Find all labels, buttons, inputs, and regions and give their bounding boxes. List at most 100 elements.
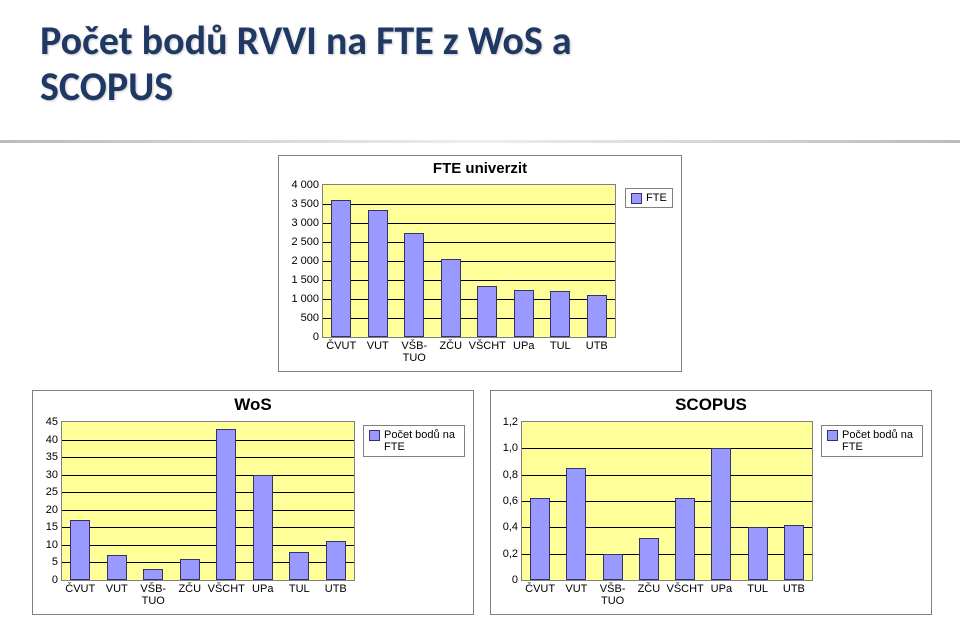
bar — [514, 290, 534, 338]
bar — [784, 525, 804, 580]
y-tick-label: 0,6 — [503, 495, 522, 507]
x-tick-label: UTB — [783, 580, 805, 595]
legend-swatch — [827, 430, 838, 441]
bar — [368, 210, 388, 337]
x-tick-label: VŠB-TUO — [401, 337, 427, 364]
y-tick-label: 0,2 — [503, 548, 522, 560]
x-tick-label: UTB — [325, 580, 347, 595]
x-tick-label: UTB — [586, 337, 608, 352]
y-tick-label: 40 — [46, 434, 62, 446]
y-tick-label: 2 000 — [291, 255, 323, 267]
y-tick-label: 4 000 — [291, 179, 323, 191]
y-tick-label: 500 — [301, 312, 323, 324]
x-tick-label: VŠCHT — [469, 337, 506, 352]
x-tick-label: ČVUT — [65, 580, 95, 595]
plot-area: 00,20,40,60,81,01,2ČVUTVUTVŠB-TUOZČUVŠCH… — [521, 421, 813, 581]
chart-title: FTE univerzit — [279, 156, 681, 177]
x-tick-label: UPa — [252, 580, 273, 595]
y-tick-label: 35 — [46, 451, 62, 463]
x-tick-label: VŠCHT — [666, 580, 703, 595]
y-tick-label: 3 000 — [291, 217, 323, 229]
x-tick-label: ZČU — [178, 580, 201, 595]
y-tick-label: 0 — [52, 574, 62, 586]
wos-chart: WoS 051015202530354045ČVUTVUTVŠB-TUOZČUV… — [32, 390, 474, 615]
bar — [603, 554, 623, 580]
y-tick-label: 0 — [512, 574, 522, 586]
title-rule — [0, 140, 960, 143]
bar — [566, 468, 586, 580]
bar — [711, 448, 731, 580]
x-tick-label: VŠCHT — [208, 580, 245, 595]
gridline — [62, 475, 354, 476]
y-tick-label: 20 — [46, 504, 62, 516]
bar — [530, 498, 550, 580]
y-tick-label: 3 500 — [291, 198, 323, 210]
y-tick-label: 5 — [52, 556, 62, 568]
fte-chart: FTE univerzit 05001 0001 5002 0002 5003 … — [278, 155, 682, 372]
legend-swatch — [631, 193, 642, 204]
y-tick-label: 0 — [313, 331, 323, 343]
bar — [587, 295, 607, 337]
chart-title: WoS — [33, 391, 473, 415]
bar — [289, 552, 309, 580]
bar — [143, 569, 163, 580]
x-tick-label: UPa — [513, 337, 534, 352]
x-tick-label: VUT — [565, 580, 587, 595]
x-tick-label: ČVUT — [326, 337, 356, 352]
plot-area: 051015202530354045ČVUTVUTVŠB-TUOZČUVŠCHT… — [61, 421, 355, 581]
x-tick-label: TUL — [289, 580, 310, 595]
x-tick-label: VŠB-TUO — [140, 580, 166, 607]
bar — [107, 555, 127, 580]
x-tick-label: TUL — [747, 580, 768, 595]
legend: FTE — [625, 188, 673, 208]
bar — [331, 200, 351, 337]
x-tick-label: ZČU — [439, 337, 462, 352]
bar — [441, 259, 461, 337]
y-tick-label: 1 000 — [291, 293, 323, 305]
x-tick-label: TUL — [550, 337, 571, 352]
title-line-2: SCOPUS — [40, 62, 173, 111]
bar — [748, 527, 768, 580]
y-tick-label: 1 500 — [291, 274, 323, 286]
y-tick-label: 0,8 — [503, 469, 522, 481]
bar — [326, 541, 346, 580]
x-tick-label: VUT — [106, 580, 128, 595]
bar — [404, 233, 424, 338]
y-tick-label: 0,4 — [503, 521, 522, 533]
scopus-chart: SCOPUS 00,20,40,60,81,01,2ČVUTVUTVŠB-TUO… — [490, 390, 932, 615]
bar — [253, 475, 273, 580]
slide: Počet bodů RVVI na FTE z WoS a SCOPUS FT… — [0, 0, 960, 633]
y-tick-label: 10 — [46, 539, 62, 551]
gridline — [323, 204, 615, 205]
legend-label: FTE — [646, 192, 667, 204]
y-tick-label: 45 — [46, 416, 62, 428]
y-tick-label: 2 500 — [291, 236, 323, 248]
gridline — [62, 510, 354, 511]
gridline — [62, 457, 354, 458]
bar — [70, 520, 90, 580]
gridline — [62, 492, 354, 493]
bar — [639, 538, 659, 580]
gridline — [522, 448, 812, 449]
x-tick-label: UPa — [711, 580, 732, 595]
gridline — [62, 440, 354, 441]
bar — [675, 498, 695, 580]
x-tick-label: VŠB-TUO — [600, 580, 626, 607]
legend: Počet bodů na FTE — [821, 425, 923, 457]
y-tick-label: 30 — [46, 469, 62, 481]
x-tick-label: ZČU — [638, 580, 661, 595]
legend: Počet bodů na FTE — [363, 425, 465, 457]
bar — [550, 291, 570, 337]
y-tick-label: 25 — [46, 486, 62, 498]
title-line-1: Počet bodů RVVI na FTE z WoS a — [40, 16, 572, 65]
slide-title: Počet bodů RVVI na FTE z WoS a SCOPUS — [0, 0, 960, 110]
plot-area: 05001 0001 5002 0002 5003 0003 5004 000Č… — [322, 184, 616, 338]
y-tick-label: 1,2 — [503, 416, 522, 428]
x-tick-label: ČVUT — [525, 580, 555, 595]
gridline — [62, 545, 354, 546]
legend-label: Počet bodů na FTE — [384, 429, 459, 453]
y-tick-label: 15 — [46, 521, 62, 533]
bar — [180, 559, 200, 580]
bar — [216, 429, 236, 580]
legend-swatch — [369, 430, 380, 441]
